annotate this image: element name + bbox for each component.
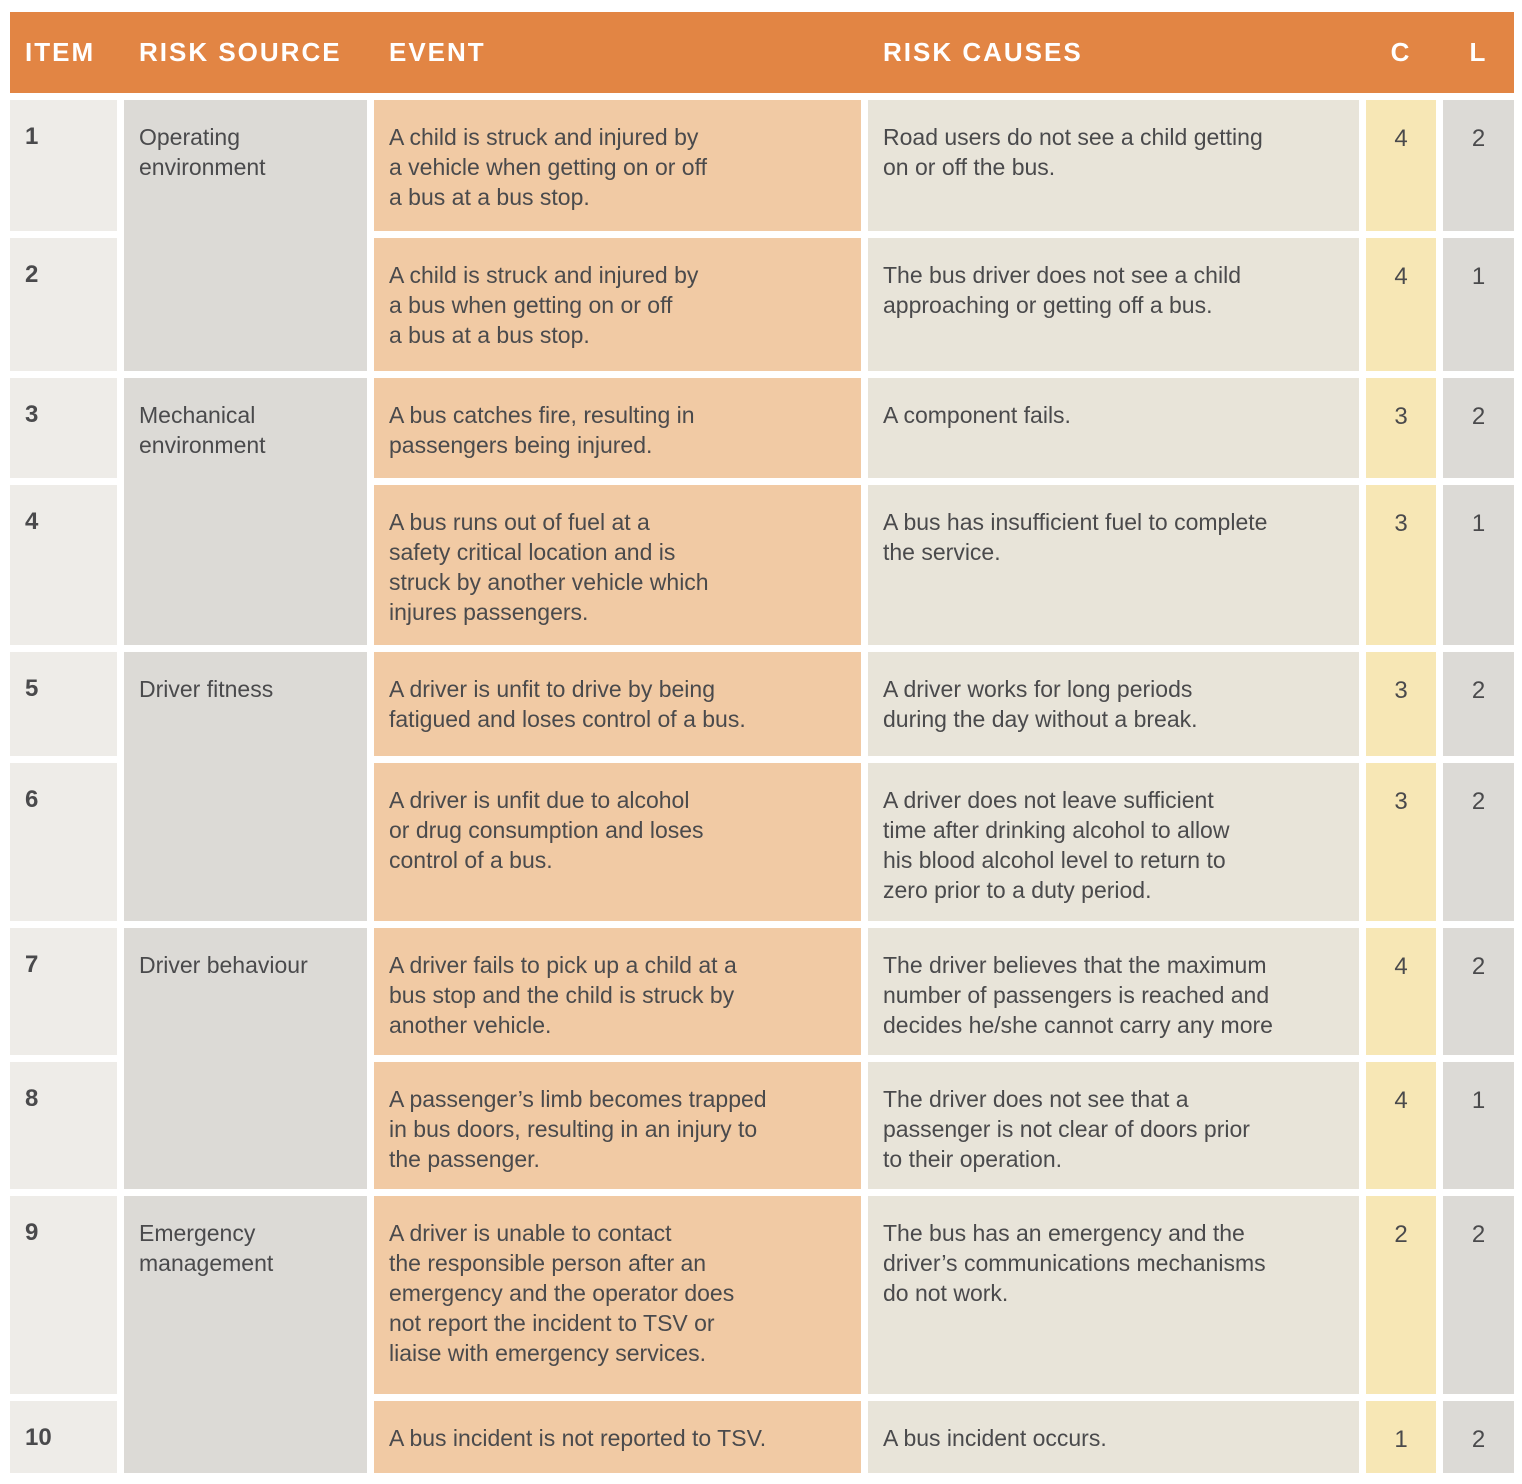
item-number-10: 10 [10,1401,117,1473]
event-cell-10: A bus incident is not reported to TSV. [374,1401,861,1473]
risk-table: ITEM RISK SOURCE EVENT RISK CAUSES C L 1… [10,12,1514,1473]
risk-cause-cell-10: A bus incident occurs. [868,1401,1359,1473]
event-cell-1: A child is struck and injured by a vehic… [374,100,861,231]
likelihood-value-4: 1 [1443,485,1514,645]
risk-cause-cell-4: A bus has insufficient fuel to complete … [868,485,1359,645]
event-cell-9: A driver is unable to contact the respon… [374,1196,861,1394]
likelihood-value-7: 2 [1443,928,1514,1055]
consequence-value-6: 3 [1366,763,1436,921]
risk-cause-cell-6: A driver does not leave sufficient time … [868,763,1359,921]
item-number-1: 1 [10,100,117,231]
likelihood-value-2: 1 [1443,238,1514,371]
consequence-value-1: 4 [1366,100,1436,231]
col-header-event: EVENT [389,37,486,67]
event-cell-5: A driver is unfit to drive by being fati… [374,652,861,756]
consequence-value-7: 4 [1366,928,1436,1055]
col-header-item: ITEM [25,37,96,67]
item-number-8: 8 [10,1062,117,1189]
risk-cause-cell-7: The driver believes that the maximum num… [868,928,1359,1055]
risk-cause-cell-2: The bus driver does not see a child appr… [868,238,1359,371]
likelihood-value-3: 2 [1443,378,1514,478]
col-header-risk-causes: RISK CAUSES [883,37,1083,67]
risk-cause-cell-3: A component fails. [868,378,1359,478]
event-cell-8: A passenger’s limb becomes trapped in bu… [374,1062,861,1189]
risk-cause-cell-5: A driver works for long periods during t… [868,652,1359,756]
col-header-risk-source: RISK SOURCE [139,37,342,67]
item-number-7: 7 [10,928,117,1055]
consequence-value-8: 4 [1366,1062,1436,1189]
risk-source-emergency-management: Emergency management [124,1196,367,1473]
likelihood-value-5: 2 [1443,652,1514,756]
event-cell-7: A driver fails to pick up a child at a b… [374,928,861,1055]
item-number-6: 6 [10,763,117,921]
consequence-value-3: 3 [1366,378,1436,478]
col-header-consequence: C [1390,37,1412,67]
risk-source-driver-fitness: Driver fitness [124,652,367,921]
risk-source-mechanical-environment: Mechanical environment [124,378,367,645]
risk-cause-cell-9: The bus has an emergency and the driver’… [868,1196,1359,1394]
item-number-5: 5 [10,652,117,756]
risk-source-operating-environment: Operating environment [124,100,367,371]
item-number-3: 3 [10,378,117,478]
event-cell-2: A child is struck and injured by a bus w… [374,238,861,371]
likelihood-value-6: 2 [1443,763,1514,921]
event-cell-3: A bus catches fire, resulting in passeng… [374,378,861,478]
consequence-value-4: 3 [1366,485,1436,645]
risk-source-driver-behaviour: Driver behaviour [124,928,367,1189]
likelihood-value-10: 2 [1443,1401,1514,1473]
consequence-value-9: 2 [1366,1196,1436,1394]
likelihood-value-1: 2 [1443,100,1514,231]
consequence-value-10: 1 [1366,1401,1436,1473]
consequence-value-2: 4 [1366,238,1436,371]
event-cell-4: A bus runs out of fuel at a safety criti… [374,485,861,645]
item-number-4: 4 [10,485,117,645]
risk-cause-cell-8: The driver does not see that a passenger… [868,1062,1359,1189]
table-header-row: ITEM RISK SOURCE EVENT RISK CAUSES C L [10,12,1514,93]
item-number-2: 2 [10,238,117,371]
risk-cause-cell-1: Road users do not see a child getting on… [868,100,1359,231]
consequence-value-5: 3 [1366,652,1436,756]
likelihood-value-8: 1 [1443,1062,1514,1189]
col-header-likelihood: L [1469,37,1488,67]
likelihood-value-9: 2 [1443,1196,1514,1394]
item-number-9: 9 [10,1196,117,1394]
event-cell-6: A driver is unfit due to alcohol or drug… [374,763,861,921]
